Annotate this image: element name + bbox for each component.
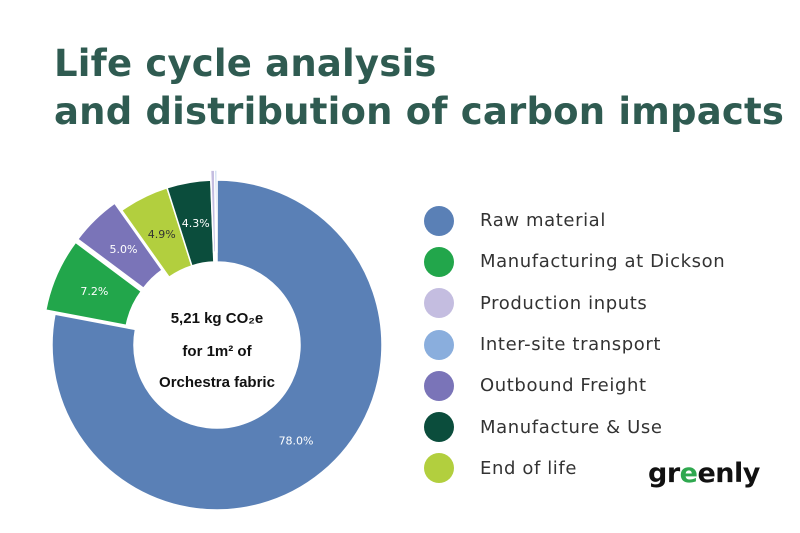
legend: Raw material Manufacturing at Dickson Prod… [424, 200, 725, 489]
slice-manufacturing-at-dickson [44, 241, 143, 327]
slice-label-end-of-life: 4.9% [148, 228, 176, 241]
legend-label: Production inputs [480, 292, 648, 314]
legend-swatch [424, 288, 454, 319]
legend-label: Raw material [480, 210, 606, 232]
center-label-line-3: Orchestra fabric [159, 374, 275, 391]
legend-item-manufacture-and-use: Manufacture & Use [424, 406, 725, 447]
legend-label: Manufacturing at Dickson [480, 251, 726, 273]
legend-label: Inter-site transport [480, 334, 661, 356]
slice-outbound-freight [76, 202, 164, 290]
legend-item-end-of-life: End of life [424, 448, 725, 489]
legend-swatch [424, 370, 454, 401]
legend-label: End of life [480, 457, 578, 479]
center-label-line-2: for 1m² of [182, 343, 252, 360]
slice-inter-site-transport [214, 169, 218, 253]
legend-item-inter-site-transport: Inter-site transport [424, 324, 725, 365]
legend-swatch [424, 412, 454, 443]
title-line-1: Life cycle analysis [54, 42, 437, 85]
logo-leaf-icon: e [679, 458, 698, 489]
legend-swatch [424, 205, 454, 236]
slice-raw-material [51, 179, 383, 511]
slice-label-manufacture-and-use: 4.3% [182, 217, 210, 230]
legend-swatch [424, 246, 454, 277]
slice-label-raw-material: 78.0% [279, 435, 314, 448]
legend-swatch [424, 453, 454, 484]
legend-label: Manufacture & Use [480, 416, 663, 438]
legend-item-production-inputs: Production inputs [424, 283, 725, 324]
legend-swatch [424, 329, 454, 360]
logo-text-end: enly [697, 458, 760, 489]
title-line-2: and distribution of carbon impacts [54, 90, 785, 133]
chart-title: Life cycle analysis and distribution of … [54, 40, 784, 136]
donut-chart: 78.0% 7.2% 5.0% 4.9% 4.3% 5,21 kg CO₂e for 1… [44, 169, 383, 511]
slice-label-manufacturing-at-dickson: 7.2% [80, 285, 108, 298]
center-label-line-1: 5,21 kg CO₂e [171, 310, 264, 327]
legend-item-outbound-freight: Outbound Freight [424, 365, 725, 406]
legend-item-manufacturing-at-dickson: Manufacturing at Dickson [424, 241, 725, 282]
legend-label: Outbound Freight [480, 375, 647, 397]
greenly-logo: greenly [648, 458, 760, 489]
logo-text-start: gr [648, 458, 680, 489]
legend-item-raw-material: Raw material [424, 200, 725, 241]
slice-label-outbound-freight: 5.0% [109, 243, 137, 256]
